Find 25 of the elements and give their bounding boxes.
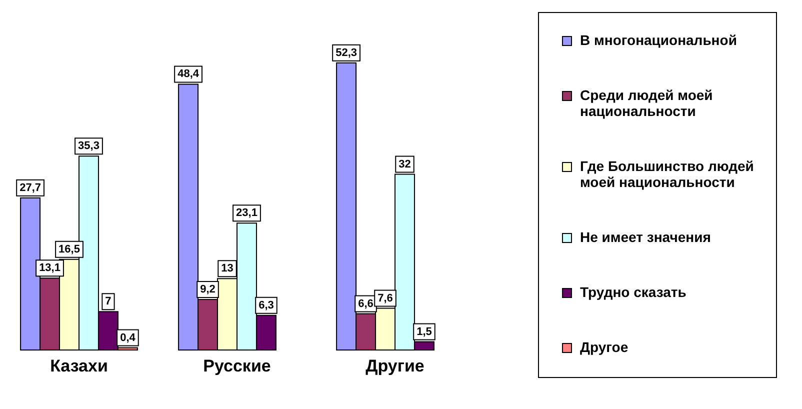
data-label: 7,6 [378, 292, 393, 304]
legend-label: Где Большинство людей моей национальности [580, 158, 754, 190]
data-label: 32 [398, 158, 411, 170]
data-label: 7 [105, 296, 112, 308]
legend-label: Трудно сказать [580, 284, 687, 300]
x-tick-label: Казахи [50, 356, 108, 376]
legend-label: В многонациональной [580, 32, 737, 48]
data-label: 48,4 [178, 68, 200, 80]
data-label: 23,1 [236, 207, 258, 220]
data-label: 6,3 [258, 299, 274, 312]
data-label: 13 [221, 262, 234, 275]
data-label: 1,5 [416, 326, 432, 338]
data-label: 27,7 [20, 182, 41, 194]
data-label: 13,1 [39, 262, 60, 274]
data-label: 52,3 [336, 46, 357, 59]
legend-label: Другое [580, 339, 628, 355]
x-tick-label: Другие [366, 356, 424, 376]
data-label: 16,5 [58, 243, 80, 256]
legend-label: Не имеет значения [580, 229, 711, 245]
data-label: 6,6 [358, 298, 374, 310]
data-label: 0,4 [120, 332, 136, 344]
data-label: 9,2 [200, 283, 216, 296]
legend-label: Среди людей моей национальности [580, 87, 713, 119]
x-tick-label: Русские [203, 356, 271, 376]
data-label: 35,3 [78, 140, 100, 152]
